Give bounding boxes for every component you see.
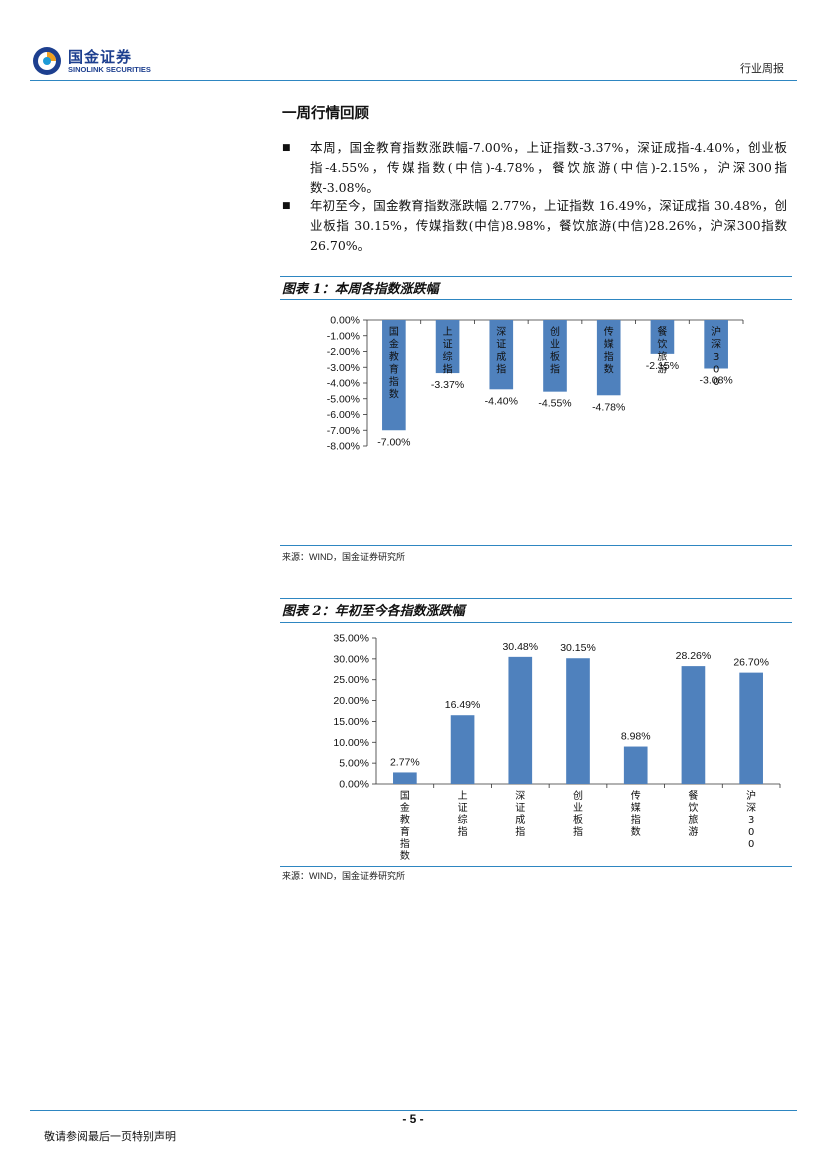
data-label: 8.98% bbox=[621, 731, 651, 743]
category-label: 创业板指 bbox=[573, 789, 583, 838]
bullet-text: 年初至今，国金教育指数涨跌幅 2.77%，上证指数 16.49%，深证成指 30… bbox=[310, 198, 787, 253]
category-label: 传媒指数 bbox=[604, 326, 614, 376]
data-label: 26.70% bbox=[733, 657, 769, 669]
y-tick-label: -6.00% bbox=[327, 409, 360, 421]
y-tick-label: 25.00% bbox=[333, 674, 369, 686]
category-label: 上证综指 bbox=[458, 790, 468, 838]
data-label: 30.48% bbox=[502, 641, 538, 653]
bar bbox=[739, 672, 763, 784]
figure2-chart: 35.00% 30.00% 25.00% 20.00% 15.00% 10.00% 5.00… bbox=[333, 633, 781, 862]
bar bbox=[450, 715, 475, 784]
figure1-bottom-rule bbox=[280, 545, 792, 546]
data-label: -4.78% bbox=[592, 401, 625, 413]
category-label: 沪深 3 0 0 bbox=[711, 325, 721, 388]
bar bbox=[681, 666, 706, 784]
data-label: 28.26% bbox=[676, 650, 712, 662]
bar bbox=[382, 320, 406, 431]
source-wind: WIND bbox=[309, 552, 334, 562]
source-wind: WIND bbox=[309, 871, 334, 881]
data-label: -3.37% bbox=[431, 379, 464, 391]
bullet-paragraph-ytd: ■ 年初至今，国金教育指数涨跌幅 2.77%，上证指数 16.49%，深证成指 … bbox=[282, 196, 787, 256]
y-tick-label: 10.00% bbox=[333, 737, 369, 749]
category-label: 国金教育指数 bbox=[400, 790, 410, 862]
category-label: 传媒指数 bbox=[631, 790, 641, 838]
category-label: 上证综指 bbox=[443, 326, 453, 376]
category-label: 国金教育指数 bbox=[389, 326, 399, 401]
y-tick-label: 35.00% bbox=[333, 633, 369, 645]
category-label: 沪深 3 0 0 bbox=[746, 789, 756, 850]
source-rest: ，国金证券研究所 bbox=[333, 553, 406, 563]
data-label: 30.15% bbox=[560, 642, 596, 654]
bullet-text: 本周，国金教育指数涨跌幅-7.00%，上证指数-3.37%，深证成指-4.40%… bbox=[310, 140, 787, 195]
page-number: - 5 - bbox=[402, 1112, 424, 1126]
figure1-chart: 0.00% -1.00% -2.00% -3.00% -4.00% -5.00% -6.00… bbox=[327, 315, 744, 453]
source-label: 来源： bbox=[282, 553, 310, 563]
figure2-source: 来源：WIND，国金证券研究所 bbox=[282, 869, 405, 882]
bar bbox=[543, 320, 567, 392]
data-label: -3.08% bbox=[700, 375, 733, 387]
y-tick-label: 20.00% bbox=[333, 695, 369, 707]
bar bbox=[566, 658, 590, 784]
logo-company-cn: 国金证券 bbox=[68, 48, 133, 66]
bar bbox=[393, 772, 417, 784]
footer-divider bbox=[30, 1110, 797, 1111]
category-label: 深证成指 bbox=[515, 790, 525, 838]
source-rest: ，国金证券研究所 bbox=[333, 872, 406, 882]
category-label: 餐饮旅游 bbox=[688, 789, 698, 838]
figure2-title: 图表 2：年初至今各指数涨跌幅 bbox=[282, 604, 465, 619]
bar bbox=[489, 320, 514, 390]
y-tick-label: 5.00% bbox=[339, 758, 369, 770]
y-tick-label: -2.00% bbox=[327, 346, 360, 358]
bullet-square-icon: ■ bbox=[282, 143, 291, 153]
bar bbox=[596, 320, 621, 396]
figure1-top-rule bbox=[280, 276, 792, 277]
y-tick-label: 30.00% bbox=[333, 653, 369, 665]
company-logo: 国金证券 SINOLINK SECURITIES bbox=[32, 46, 172, 80]
category-label: 餐饮旅游 bbox=[657, 325, 667, 376]
source-label: 来源： bbox=[282, 872, 310, 882]
y-tick-label: -5.00% bbox=[327, 393, 360, 405]
bar bbox=[623, 746, 648, 784]
y-tick-label: 15.00% bbox=[333, 716, 369, 728]
bar bbox=[650, 320, 675, 354]
bar bbox=[508, 656, 533, 784]
y-tick-label: 0.00% bbox=[339, 779, 369, 791]
bullet-square-icon: ■ bbox=[282, 201, 291, 211]
data-label: -4.55% bbox=[538, 398, 571, 410]
data-label: 2.77% bbox=[390, 756, 420, 768]
y-tick-label: -7.00% bbox=[327, 425, 360, 437]
footer-disclaimer: 敬请参阅最后一页特别声明 bbox=[44, 1130, 176, 1143]
figure2-bottom-rule bbox=[280, 866, 792, 867]
bar bbox=[704, 320, 728, 369]
data-label: -7.00% bbox=[377, 436, 410, 448]
header-divider bbox=[30, 80, 797, 81]
figure1-title: 图表 1：本周各指数涨跌幅 bbox=[282, 282, 439, 297]
report-type: 行业周报 bbox=[740, 62, 784, 75]
bar bbox=[435, 320, 460, 374]
y-tick-label: -3.00% bbox=[327, 362, 360, 374]
y-tick-label: -4.00% bbox=[327, 378, 360, 390]
bullet-paragraph-week: ■ 本周，国金教育指数涨跌幅-7.00%，上证指数-3.37%，深证成指-4.4… bbox=[282, 138, 787, 198]
category-label: 创业板指 bbox=[550, 325, 560, 376]
figure1-source: 来源：WIND，国金证券研究所 bbox=[282, 550, 405, 563]
figure2-top-rule bbox=[280, 598, 792, 599]
figure1-title-rule bbox=[280, 299, 792, 300]
data-label: 16.49% bbox=[445, 699, 481, 711]
y-tick-label: -1.00% bbox=[327, 330, 360, 342]
logo-mark-icon bbox=[33, 47, 61, 75]
logo-company-en: SINOLINK SECURITIES bbox=[68, 65, 151, 74]
category-label: 深证成指 bbox=[496, 326, 506, 376]
y-tick-label: 0.00% bbox=[330, 315, 360, 327]
figure2-title-rule bbox=[280, 622, 792, 623]
data-label: -2.15% bbox=[646, 360, 679, 372]
section-title: 一周行情回顾 bbox=[282, 105, 369, 122]
y-tick-label: -8.00% bbox=[327, 441, 360, 453]
data-label: -4.40% bbox=[485, 395, 518, 407]
